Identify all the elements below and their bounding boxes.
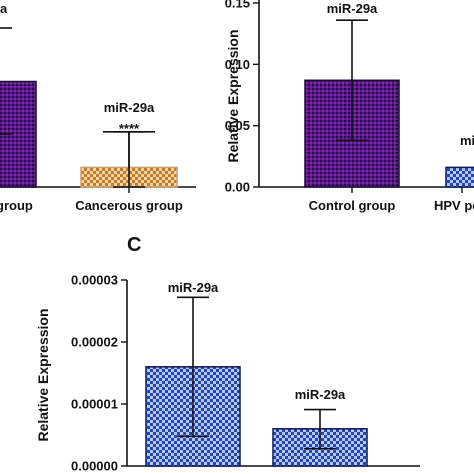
panel-b-bar-label-2: mi [460, 133, 474, 148]
chart-panel-c: C 0.00000 0.00001 0.00002 0.00003 miR-29a m… [35, 234, 420, 474]
panel-b-y-tick-label-1: 0.00 [225, 180, 250, 195]
panel-c-y-tick-label-4: 0.00003 [71, 273, 118, 288]
panel-c-y-tick-label-2: 0.00001 [71, 397, 118, 412]
panel-c-bar-label-1: miR-29a [168, 280, 219, 295]
panel-b-category-label-1: Control group [309, 198, 396, 213]
panel-a-bar-label-1: a [0, 1, 8, 16]
panel-c-y-tick-label-1: 0.00000 [71, 459, 118, 474]
panel-c-y-tick-label-3: 0.00002 [71, 335, 118, 350]
panel-a-category-label-2: Cancerous group [75, 198, 183, 213]
panel-b-category-label-2: HPV pc [434, 198, 474, 213]
chart-panel-a: group Cancerous group a miR-29a **** [0, 1, 196, 213]
panel-b-y-tick-label-3: 0.10 [225, 57, 250, 72]
chart-panel-b: 0.00 0.05 0.10 0.15 Control group HPV pc mi… [225, 0, 474, 213]
panel-b-y-tick-label-4: 0.15 [225, 0, 250, 11]
panel-b-bar-label-1: miR-29a [327, 1, 378, 16]
panel-c-y-axis-label: Relative Expression [35, 308, 51, 441]
panel-c-letter: C [127, 234, 141, 256]
panel-b-y-axis-label: Relative Expression [225, 29, 241, 162]
panel-a-significance-2: **** [119, 121, 140, 136]
panel-b-y-tick-label-2: 0.05 [225, 118, 250, 133]
panel-a-bar-label-2: miR-29a [104, 100, 155, 115]
panel-a-category-label-1: group [0, 198, 33, 213]
panel-b-bar-2 [445, 166, 474, 188]
panel-c-bar-label-2: miR-29a [295, 387, 346, 402]
